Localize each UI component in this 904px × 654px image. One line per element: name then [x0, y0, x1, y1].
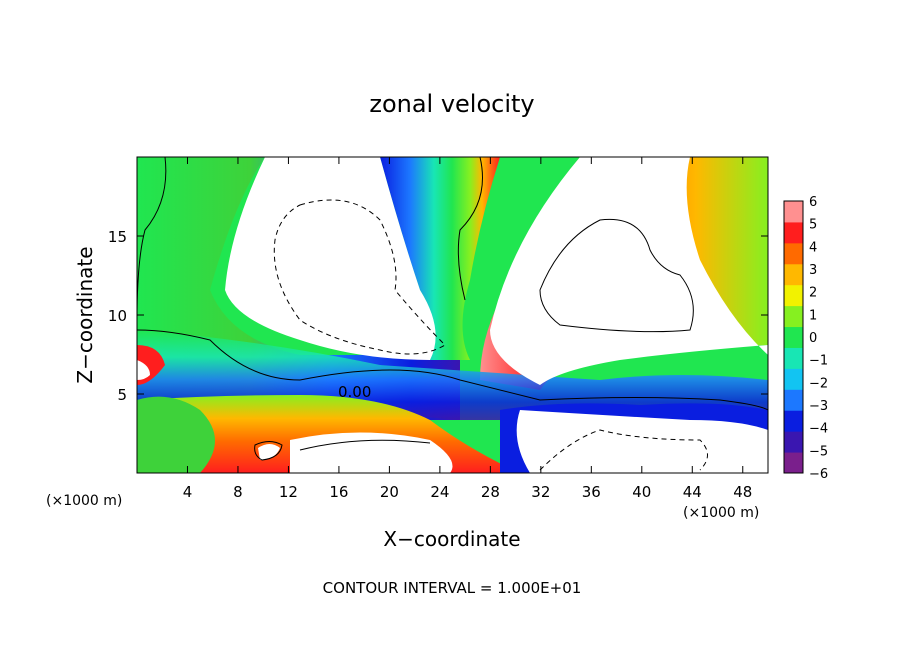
contour-label: 0.00: [338, 383, 371, 401]
x-tick-label: 28: [481, 483, 500, 501]
contour-interval-footer: CONTOUR INTERVAL = 1.000E+01: [323, 579, 582, 597]
x-axis-ticks: 4 8 12 16 20 24 28 32 36 40 44 48: [183, 157, 752, 501]
colorbar-swatch: [784, 242, 803, 265]
colorbar-tick-label: −1: [809, 354, 828, 369]
colorbar-swatch: [784, 263, 803, 286]
colorbar-swatch: [784, 368, 803, 390]
x-axis-label: X−coordinate: [383, 527, 520, 551]
colorbar-tick-label: 2: [809, 286, 817, 301]
y-axis-label: Z−coordinate: [73, 246, 97, 383]
y-tick-label: 15: [108, 228, 127, 246]
colorbar-tick-label: 5: [809, 218, 817, 233]
colorbar-tick-label: 3: [809, 263, 817, 278]
heatmap-field: [137, 157, 768, 473]
y-tick-label: 10: [108, 307, 127, 325]
chart-title: zonal velocity: [369, 90, 534, 118]
colorbar-tick-label: 6: [809, 195, 817, 210]
colorbar-swatch: [784, 347, 803, 369]
x-unit-left: (×1000 m): [46, 493, 122, 509]
colorbar-swatch: [784, 431, 803, 453]
x-tick-label: 12: [279, 483, 298, 501]
x-tick-label: 32: [531, 483, 550, 501]
x-tick-label: 16: [329, 483, 348, 501]
x-unit-right: (×1000 m): [683, 505, 759, 521]
y-axis-ticks: 5 10 15: [108, 228, 768, 404]
colorbar-swatch: [784, 221, 803, 244]
x-tick-label: 20: [380, 483, 399, 501]
x-tick-label: 8: [233, 483, 243, 501]
y-tick-label: 5: [117, 386, 127, 404]
colorbar-tick-label: 4: [809, 240, 817, 255]
colorbar-tick-label: −6: [809, 467, 828, 482]
colorbar: 6 5 4 3 2 1 0 −1 −2 −3 −4 −5 −6: [783, 195, 828, 482]
x-tick-label: 48: [733, 483, 752, 501]
colorbar-tick-label: −3: [809, 399, 828, 414]
x-tick-label: 36: [582, 483, 601, 501]
colorbar-tick-label: −4: [809, 422, 828, 437]
x-tick-label: 4: [183, 483, 193, 501]
colorbar-tick-label: −5: [809, 444, 828, 459]
colorbar-swatch: [784, 305, 803, 328]
colorbar-tick-label: 0: [809, 331, 817, 346]
colorbar-swatch: [784, 389, 803, 411]
colorbar-swatch: [784, 410, 803, 432]
x-tick-label: 44: [683, 483, 702, 501]
colorbar-swatch: [784, 284, 803, 307]
colorbar-swatch: [784, 326, 803, 348]
colorbar-tick-label: 1: [809, 308, 817, 323]
colorbar-tick-label: −2: [809, 376, 828, 391]
colorbar-swatch: [784, 201, 803, 223]
x-tick-label: 24: [430, 483, 449, 501]
x-tick-label: 40: [632, 483, 651, 501]
colorbar-frame: [783, 200, 804, 474]
colorbar-swatch: [784, 452, 803, 474]
